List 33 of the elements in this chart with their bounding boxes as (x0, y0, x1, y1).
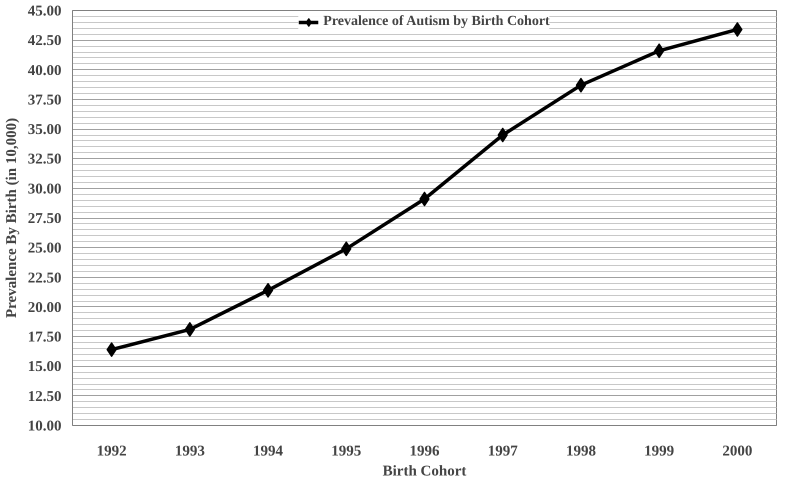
point (732, 22, 743, 37)
y-tick-label: 32.50 (28, 152, 62, 168)
x-tick-label: 1998 (566, 444, 596, 460)
y-tick-label: 42.50 (28, 33, 62, 50)
y-tick-label: 45.00 (28, 4, 62, 20)
y-tick-label: 27.50 (28, 211, 62, 227)
point (498, 128, 508, 142)
x-tick-label: 1995 (331, 444, 362, 460)
y-tick-label: 20.00 (28, 300, 62, 316)
legend-label: Prevalence of Autism by Birth Cohort (323, 14, 550, 30)
y-tick-label: 15.00 (28, 359, 62, 376)
y-tick-label: 30.00 (28, 181, 62, 198)
point (106, 342, 117, 358)
x-tick-label: 1999 (644, 444, 674, 460)
x-tick-label: 1997 (488, 444, 518, 460)
y-tick-label: 37.50 (28, 92, 62, 108)
point (419, 192, 430, 207)
x-tick-label: 1994 (253, 444, 284, 460)
y-tick-label: 40.00 (28, 62, 62, 79)
y-tick-label: 17.50 (28, 330, 62, 346)
x-tick-label: 1993 (174, 444, 205, 460)
x-axis-title: Birth Cohort (382, 464, 466, 480)
y-tick-label: 25.00 (28, 240, 62, 257)
y-tick-label: 35.00 (28, 122, 62, 138)
x-tick-label: 1992 (96, 444, 127, 460)
y-axis-title: Prevalence By Birth (in 10,000) (4, 118, 20, 318)
y-tick-label: 12.50 (28, 388, 62, 405)
y-tick-label: 10.00 (28, 418, 62, 434)
x-tick-label: 1996 (410, 444, 440, 460)
point (262, 282, 274, 298)
x-tick-label: 2000 (722, 444, 752, 460)
point (576, 78, 586, 93)
y-tick-label: 22.50 (28, 270, 62, 286)
